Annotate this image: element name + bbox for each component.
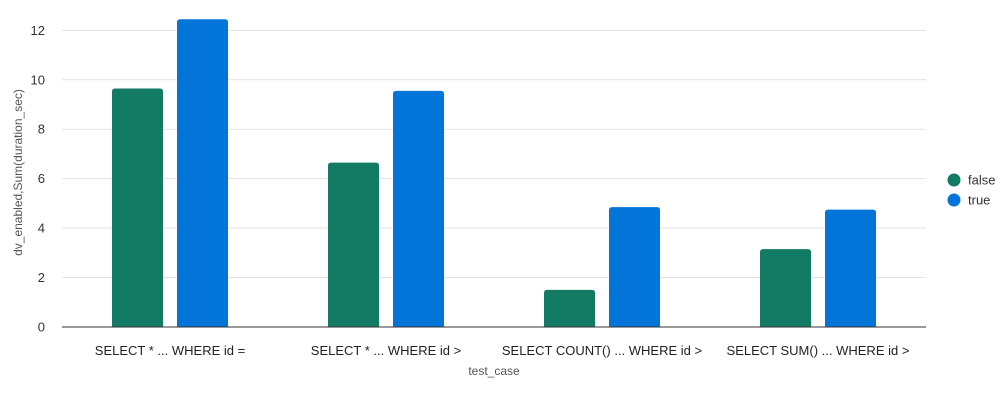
bar-false-3[interactable] [760, 249, 811, 327]
legend-swatch-false[interactable] [947, 173, 961, 187]
bar-false-2[interactable] [544, 289, 595, 327]
y-tick-label: 12 [31, 23, 45, 38]
bar-true-3[interactable] [825, 209, 876, 327]
y-tick-label: 10 [31, 72, 45, 87]
x-category-label: SELECT * ... WHERE id > [311, 343, 461, 358]
bar-true-0[interactable] [177, 19, 228, 328]
y-axis-ticks: 0 2 4 6 8 10 12 [31, 23, 45, 335]
x-axis-categories: SELECT * ... WHERE id = SELECT * ... WHER… [95, 343, 910, 358]
bars [112, 19, 876, 328]
bar-true-2[interactable] [609, 207, 660, 327]
legend-swatch-true[interactable] [947, 193, 961, 207]
bar-false-0[interactable] [112, 88, 163, 328]
y-tick-label: 4 [38, 221, 45, 236]
y-tick-label: 6 [38, 171, 45, 186]
legend-label-false[interactable]: false [968, 173, 995, 188]
legend-label-true[interactable]: true [968, 193, 990, 208]
y-tick-label: 2 [38, 270, 45, 285]
x-category-label: SELECT * ... WHERE id = [95, 343, 245, 358]
x-category-label: SELECT SUM() ... WHERE id > [727, 343, 910, 358]
x-category-label: SELECT COUNT() ... WHERE id > [502, 343, 702, 358]
x-axis-title: test_case [468, 364, 520, 378]
bar-true-1[interactable] [393, 90, 444, 327]
bar-false-1[interactable] [328, 162, 379, 327]
legend: false true [947, 173, 995, 208]
y-axis-title: dv_enabled,Sum(duration_sec) [11, 89, 25, 256]
y-tick-label: 0 [38, 320, 45, 335]
y-tick-label: 8 [38, 122, 45, 137]
